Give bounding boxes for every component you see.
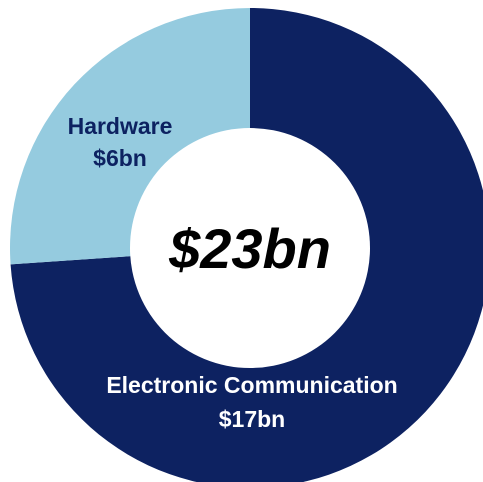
slice-electronic-communication <box>10 8 483 482</box>
donut-hole <box>130 128 370 368</box>
slice-label-hardware-value: $6bn <box>93 145 147 171</box>
slice-label-electronic-communication-value: $17bn <box>219 406 285 432</box>
total-label: $23bn <box>168 217 331 280</box>
slice-label-hardware-name: Hardware <box>68 113 173 139</box>
slice-label-electronic-communication-name: Electronic Communication <box>106 372 397 398</box>
electronic-communication-label-group: Electronic Communication $17bn <box>106 372 397 432</box>
hardware-label-group: Hardware $6bn <box>68 113 173 171</box>
